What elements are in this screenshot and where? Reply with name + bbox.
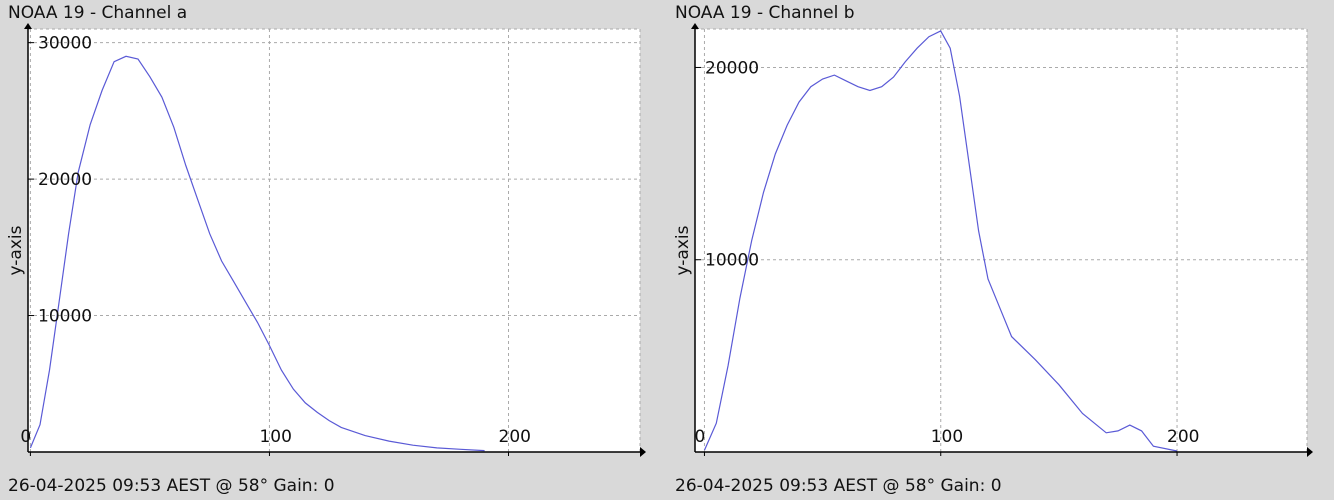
x-tick-label: 100 (259, 427, 291, 447)
x-tick-label: 200 (499, 427, 531, 447)
chart-title: NOAA 19 - Channel b (675, 3, 855, 23)
plot-area (695, 29, 1307, 452)
chart-panel-channel-a: NOAA 19 - Channel a 0 100 200 10000 20000 300… (6, 3, 646, 496)
x-tick-label: 0 (694, 427, 705, 447)
y-axis-label: y-axis (673, 225, 693, 275)
series-line (703, 30, 1178, 452)
y-axis-arrow (24, 23, 32, 29)
chart-footer: 26-04-2025 09:53 AEST @ 58° Gain: 0 (8, 476, 335, 496)
y-axis-label: y-axis (6, 225, 26, 275)
y-tick-label: 20000 (38, 170, 92, 190)
chart-a-svg: 0 100 200 10000 20000 30000 y-axis (6, 23, 646, 457)
chart-panel-channel-b: NOAA 19 - Channel b 0 100 200 10000 20000 y-a… (667, 0, 1334, 500)
series-line (29, 55, 485, 452)
x-tick-label: 200 (1167, 427, 1199, 447)
y-tick-label: 30000 (38, 34, 92, 54)
x-axis-arrow (640, 447, 646, 457)
x-tick-label: 0 (20, 427, 31, 447)
y-axis-arrow (691, 23, 699, 29)
x-tick-label: 100 (931, 427, 963, 447)
plot-area (28, 29, 640, 452)
y-tick-label: 10000 (38, 307, 92, 327)
chart-b-svg: 0 100 200 10000 20000 y-axis (673, 23, 1313, 457)
y-tick-label: 20000 (705, 58, 759, 78)
x-axis-arrow (1307, 447, 1313, 457)
chart-footer: 26-04-2025 09:53 AEST @ 58° Gain: 0 (675, 476, 1002, 496)
chart-title: NOAA 19 - Channel a (8, 3, 188, 23)
y-tick-label: 10000 (705, 251, 759, 271)
